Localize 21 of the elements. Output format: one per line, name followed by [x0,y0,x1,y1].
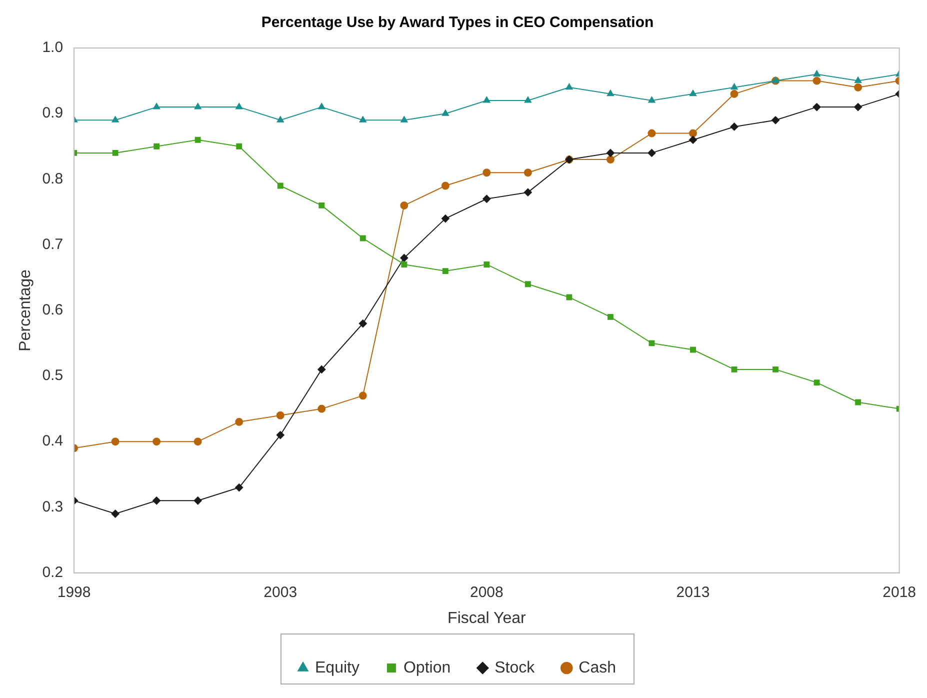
y-tick-label: 0.2 [42,564,64,581]
x-tick-label: 2008 [470,584,504,601]
legend-label: Cash [578,659,616,676]
x-tick-label: 2018 [882,584,916,601]
chart-title: Percentage Use by Award Types in CEO Compensation [261,14,654,32]
legend-label: Option [403,659,451,676]
y-tick-label: 0.6 [42,302,64,319]
x-tick-label: 2013 [676,584,710,601]
y-tick-label: 1.0 [42,39,64,56]
legend-label: Equity [315,659,360,676]
y-tick-label: 0.7 [42,236,64,253]
x-tick-label: 1998 [57,584,91,601]
x-axis-title: Fiscal Year [448,610,526,627]
y-tick-label: 0.3 [42,498,64,516]
y-tick-label: 0.9 [42,104,64,122]
x-tick-label: 2003 [264,584,298,601]
y-tick-label: 0.4 [42,432,64,450]
y-tick-label: 0.8 [42,170,64,188]
y-tick-label: 0.5 [42,367,64,384]
y-axis-title: Percentage [17,269,34,352]
legend-label: Stock [494,659,536,676]
